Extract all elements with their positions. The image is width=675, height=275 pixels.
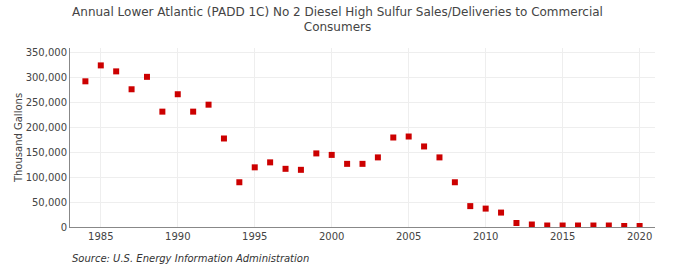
svg-text:2020: 2020 [627,231,652,242]
svg-text:1985: 1985 [88,231,113,242]
svg-text:1995: 1995 [242,231,267,242]
svg-text:Source: U.S. Energy Informatio: Source: U.S. Energy Information Administ… [72,253,309,264]
svg-text:Thousand Gallons: Thousand Gallons [13,93,24,183]
svg-text:350,000: 350,000 [26,47,67,58]
svg-text:150,000: 150,000 [26,147,67,158]
svg-text:2000: 2000 [319,231,344,242]
svg-text:2010: 2010 [473,231,498,242]
svg-text:100,000: 100,000 [26,172,67,183]
svg-text:Annual Lower Atlantic (PADD 1C: Annual Lower Atlantic (PADD 1C) No 2 Die… [72,5,603,35]
svg-text:250,000: 250,000 [26,97,67,108]
svg-text:1990: 1990 [165,231,190,242]
svg-text:2005: 2005 [396,231,421,242]
svg-text:200,000: 200,000 [26,122,67,133]
svg-text:50,000: 50,000 [32,197,67,208]
svg-text:0: 0 [61,222,67,233]
svg-text:300,000: 300,000 [26,72,67,83]
svg-text:2015: 2015 [550,231,575,242]
